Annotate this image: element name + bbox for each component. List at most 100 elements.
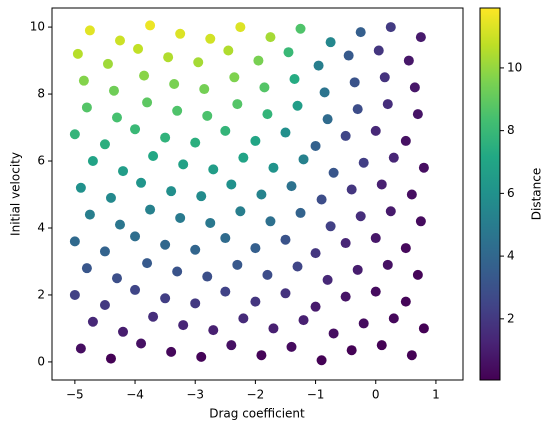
point — [355, 211, 366, 222]
y-axis-label: Initial velocity — [9, 152, 23, 236]
point — [69, 289, 80, 300]
point — [355, 27, 366, 38]
point — [322, 114, 333, 125]
point — [235, 22, 246, 33]
point — [328, 328, 339, 339]
point — [220, 233, 231, 244]
colorbar-tick-label: 2 — [507, 311, 515, 325]
point — [175, 28, 186, 39]
point — [229, 72, 240, 83]
point — [160, 239, 171, 250]
point — [226, 340, 237, 351]
point — [412, 109, 423, 120]
point — [250, 296, 261, 307]
y-tick-label: 6 — [37, 154, 45, 168]
point — [69, 129, 80, 140]
point — [406, 189, 417, 200]
point — [358, 318, 369, 329]
point — [84, 25, 95, 36]
colorbar — [479, 7, 501, 381]
point — [81, 102, 92, 113]
point — [139, 70, 150, 81]
y-tick-label: 10 — [30, 20, 45, 34]
point — [190, 298, 201, 309]
point — [142, 97, 153, 108]
point — [352, 264, 363, 275]
point — [235, 206, 246, 217]
point — [196, 191, 207, 202]
point — [292, 261, 303, 272]
point — [208, 325, 219, 336]
point — [268, 162, 279, 173]
point — [205, 217, 216, 228]
x-tick-label: 1 — [432, 388, 440, 402]
point — [265, 216, 276, 227]
colorbar-tick-label: 6 — [507, 186, 515, 200]
point — [262, 109, 273, 120]
point — [136, 338, 147, 349]
point — [376, 340, 387, 351]
point — [280, 127, 291, 138]
point — [111, 112, 122, 123]
point — [220, 125, 231, 136]
point — [250, 135, 261, 146]
point — [283, 47, 294, 58]
point — [238, 313, 249, 324]
point — [400, 135, 411, 146]
point — [145, 20, 156, 31]
point — [328, 167, 339, 178]
points — [69, 20, 429, 366]
point — [412, 269, 423, 280]
point — [226, 179, 237, 190]
point — [325, 221, 336, 232]
point — [130, 284, 141, 295]
point — [346, 184, 357, 195]
point — [160, 293, 171, 304]
point — [190, 137, 201, 148]
point — [178, 159, 189, 170]
point — [295, 207, 306, 218]
point — [99, 299, 110, 310]
x-tick-label: −1 — [307, 388, 325, 402]
point — [169, 79, 180, 90]
point — [84, 209, 95, 220]
x-tick-label: −3 — [186, 388, 204, 402]
colorbar-label: Distance — [530, 168, 544, 220]
point — [292, 100, 303, 111]
point — [418, 323, 429, 334]
point — [310, 301, 321, 312]
point — [310, 140, 321, 151]
point — [409, 82, 420, 93]
point — [238, 152, 249, 163]
y-tick-label: 0 — [37, 354, 45, 368]
point — [316, 355, 327, 366]
point — [418, 162, 429, 173]
x-tick-label: −2 — [247, 388, 265, 402]
point — [111, 273, 122, 284]
point — [280, 234, 291, 245]
colorbar-tick-label: 8 — [507, 123, 515, 137]
point — [382, 259, 393, 270]
point — [373, 45, 384, 56]
point — [346, 345, 357, 356]
point — [136, 177, 147, 188]
colorbar-tick-label: 10 — [507, 60, 522, 74]
point — [148, 311, 159, 322]
point — [265, 32, 276, 43]
point — [75, 343, 86, 354]
point — [172, 105, 183, 116]
point — [114, 35, 125, 46]
point — [166, 186, 177, 197]
point — [199, 84, 210, 95]
point — [322, 274, 333, 285]
point — [370, 125, 381, 136]
point — [343, 50, 354, 61]
point — [400, 243, 411, 254]
point — [352, 104, 363, 115]
point — [108, 85, 119, 96]
point — [142, 258, 153, 269]
point — [385, 22, 396, 33]
x-axis-label: Drag coefficient — [209, 407, 305, 421]
point — [145, 204, 156, 215]
